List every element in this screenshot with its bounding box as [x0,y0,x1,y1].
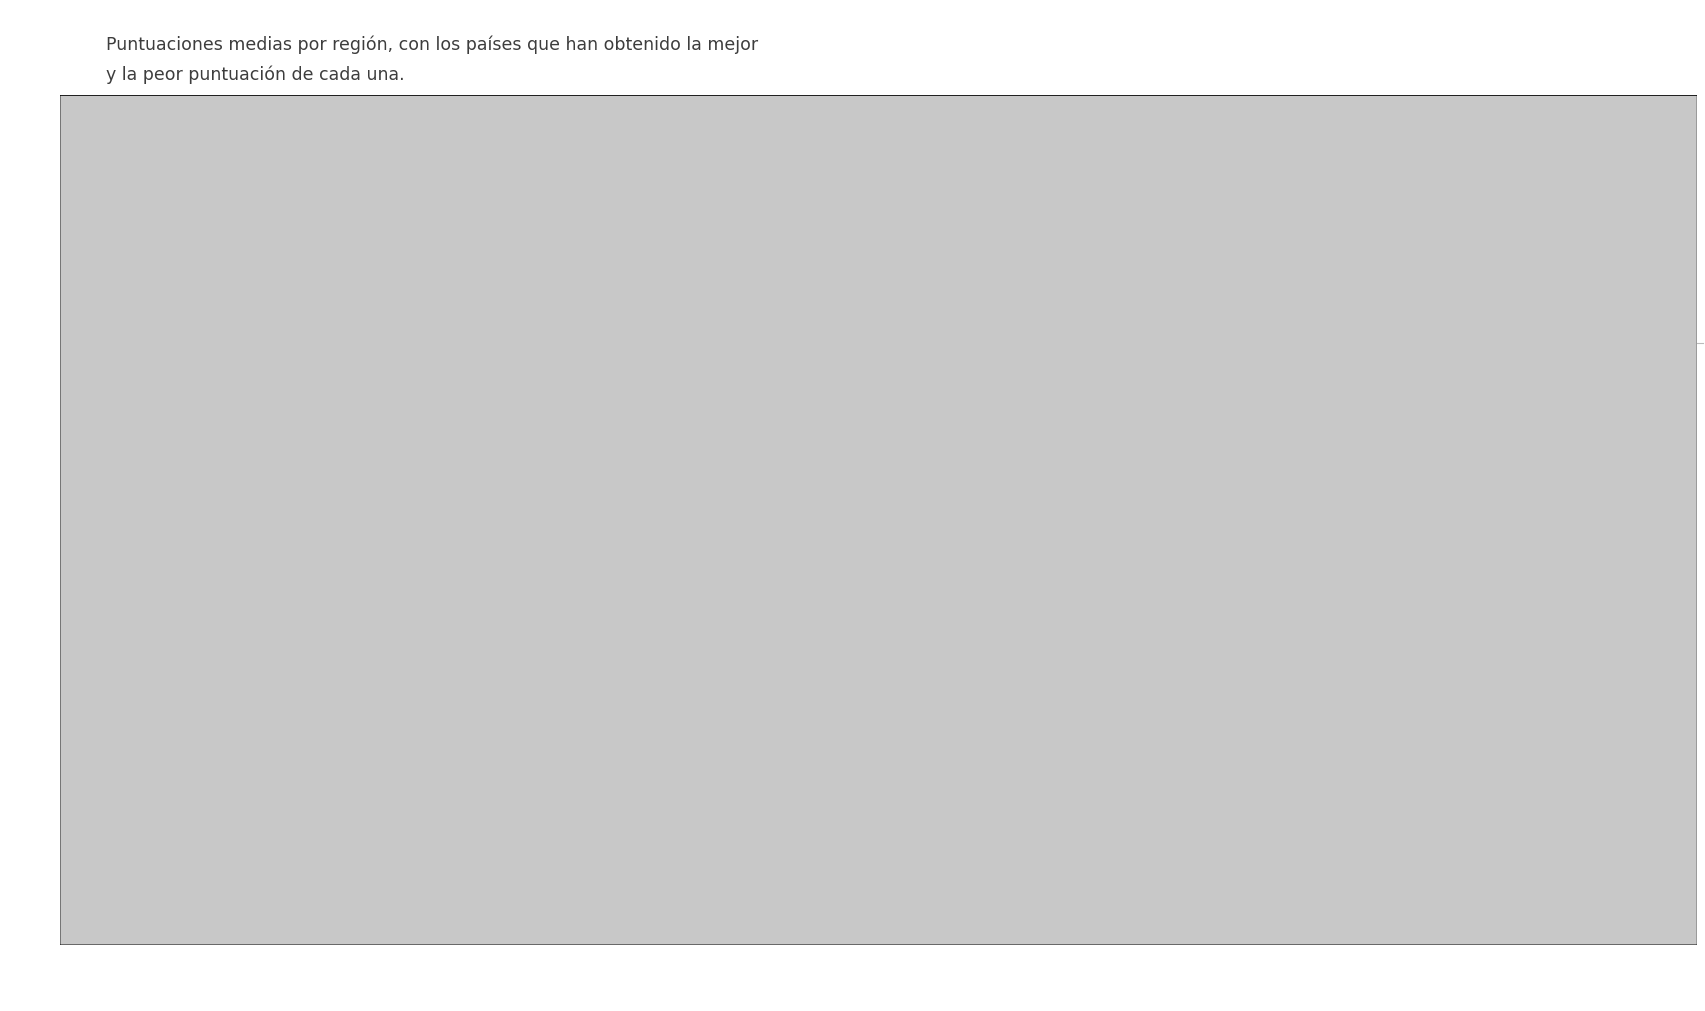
Point [1074,583,1101,600]
Text: Mínima: Siria (13/100): Mínima: Siria (13/100) [963,489,1117,502]
Text: 43: 43 [113,481,167,520]
Text: Puntuaciones medias por región, con los países que han obtenido la mejor: Puntuaciones medias por región, con los … [106,35,757,54]
Text: 39: 39 [1061,572,1115,611]
Text: Puntuación media: Puntuación media [963,587,1083,601]
Text: Máxima: Nueva Zelanda (88/100): Máxima: Nueva Zelanda (88/100) [1398,352,1627,365]
Text: Puntuación media: Puntuación media [529,448,648,461]
Text: ÁFRICA
SUBSAHARIANA: ÁFRICA SUBSAHARIANA [529,366,660,399]
Text: Puntuación media: Puntuación media [82,615,201,628]
Text: EUROPA DEL ESTE
Y ASIA CENTRAL: EUROPA DEL ESTE Y ASIA CENTRAL [1338,750,1487,784]
Text: y la peor puntuación de cada una.: y la peor puntuación de cada una. [106,66,404,84]
FancyBboxPatch shape [60,96,1696,945]
Text: Máxima: Dinamarca, Finlandia (88/100): Máxima: Dinamarca, Finlandia (88/100) [512,835,784,848]
Text: 36: 36 [1459,815,1514,853]
Text: Máxima: Canadá (74/100): Máxima: Canadá (74/100) [82,637,259,650]
Point [609,700,636,716]
Text: Mínima: Sudán del Sur (11/100): Mínima: Sudán del Sur (11/100) [529,342,747,355]
Text: ASIA-PACÍFICO: ASIA-PACÍFICO [1398,394,1519,409]
Text: Mínima: Corea del Norte, Afganistán
(16/100): Mínima: Corea del Norte, Afganistán (16/… [1398,390,1650,420]
Point [1473,826,1500,842]
Point [1521,462,1548,478]
Text: Máxima: Emiratos Árabes Unidos (69/100): Máxima: Emiratos Árabes Unidos (69/100) [963,451,1253,464]
Point [126,492,153,509]
Text: Máxima: Georgia (55/100): Máxima: Georgia (55/100) [1338,701,1519,714]
Text: Mínima: Venezuela (14/100): Mínima: Venezuela (14/100) [82,675,275,688]
Point [651,422,679,438]
Text: 45: 45 [1507,451,1562,489]
Text: AMÉRICA: AMÉRICA [82,571,157,586]
Text: ORIENTE MEDIO Y
NORTE DE ÁFRICA: ORIENTE MEDIO Y NORTE DE ÁFRICA [963,506,1112,539]
Text: Mínima: Bulgaria (42/100): Mínima: Bulgaria (42/100) [512,874,692,887]
Text: Máxima: Seychelles (70/100): Máxima: Seychelles (70/100) [529,303,728,316]
Text: Mínima: Turkmenistán (19/100): Mínima: Turkmenistán (19/100) [1338,739,1555,752]
Text: EUROPA OCCIDENTAL
Y UNIÓN EUROPEA: EUROPA OCCIDENTAL Y UNIÓN EUROPEA [512,750,687,784]
Text: Puntuación media: Puntuación media [1338,832,1458,845]
Text: 33: 33 [638,410,692,449]
Text: Puntuación media: Puntuación media [512,832,631,845]
Text: 66: 66 [595,688,650,727]
Text: Puntuación media: Puntuación media [1398,438,1517,451]
